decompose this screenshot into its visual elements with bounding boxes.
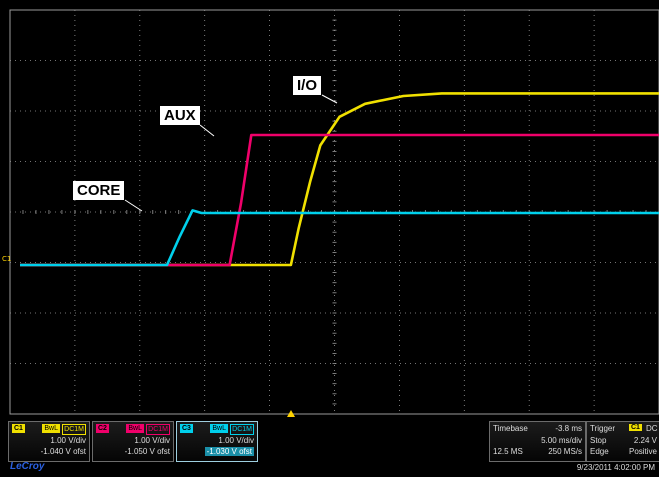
io-label-leader [321,94,338,104]
core-waveform [20,209,659,267]
lecroy-logo: LeCroy [10,461,45,472]
trigger-label: Trigger [590,424,616,433]
channel-1-offset: -1.040 V ofst [40,447,86,456]
channel-3-volts-per-div: 1.00 V/div [218,436,254,445]
channel-2-offset: -1.050 V ofst [124,447,170,456]
channel-3-bandwidth: BwL [210,424,228,433]
waveform-screen [0,0,659,419]
timebase-descriptor[interactable]: Timebase -3.8 ms 5.00 ms/div 12.5 MS 250… [489,421,586,462]
trigger-position-marker[interactable] [287,410,295,417]
timestamp: 9/23/2011 4:02:00 PM [576,463,655,472]
channel-3-offset: -1.030 V ofst [204,447,254,456]
trigger-source: C1 [629,424,642,431]
screen-background [0,0,659,419]
aux-trace-label: AUX [160,106,200,125]
channel-1-descriptor[interactable]: C1 BwL DC1M 1.00 V/div -1.040 V ofst [8,421,90,462]
io-trace-label: I/O [293,76,322,95]
timebase-sample-rate: 250 MS/s [548,447,582,456]
timebase-sample-count: 12.5 MS [493,447,523,456]
timebase-time-per-div: 5.00 ms/div [541,436,582,445]
channel-3-coupling: DC1M [230,424,254,435]
status-bar: C1 BwL DC1M 1.00 V/div -1.040 V ofst C2 … [0,419,659,477]
channel-2-bandwidth: BwL [126,424,144,433]
channel-2-volts-per-div: 1.00 V/div [134,436,170,445]
trigger-slope: Positive [628,447,657,456]
timebase-label: Timebase [493,424,528,433]
channel-3-tag: C3 [180,424,193,433]
timebase-delay: -3.8 ms [555,424,582,433]
channel-2-coupling: DC1M [146,424,170,435]
core-trace-label: CORE [73,181,125,200]
trigger-mode: Stop [590,436,607,445]
core-label-leader [124,199,143,212]
io-waveform [20,92,659,267]
aux-label-leader [199,124,215,137]
channel-1-coupling: DC1M [62,424,86,435]
channel-1-volts-per-div: 1.00 V/div [50,436,86,445]
channel-1-bandwidth: BwL [42,424,60,433]
channel-ground-marker[interactable]: C1 [2,255,12,263]
channel-3-descriptor[interactable]: C3 BwL DC1M 1.00 V/div -1.030 V ofst [176,421,258,462]
channel-2-descriptor[interactable]: C2 BwL DC1M 1.00 V/div -1.050 V ofst [92,421,174,462]
trigger-level: 2.24 V [633,436,657,445]
waveform-traces [20,92,659,267]
trigger-descriptor[interactable]: Trigger C1 DC Stop 2.24 V Edge Positive [586,421,659,462]
trigger-type: Edge [590,447,609,456]
channel-1-tag: C1 [12,424,25,433]
channel-2-tag: C2 [96,424,109,433]
trigger-coupling: DC [646,424,658,433]
